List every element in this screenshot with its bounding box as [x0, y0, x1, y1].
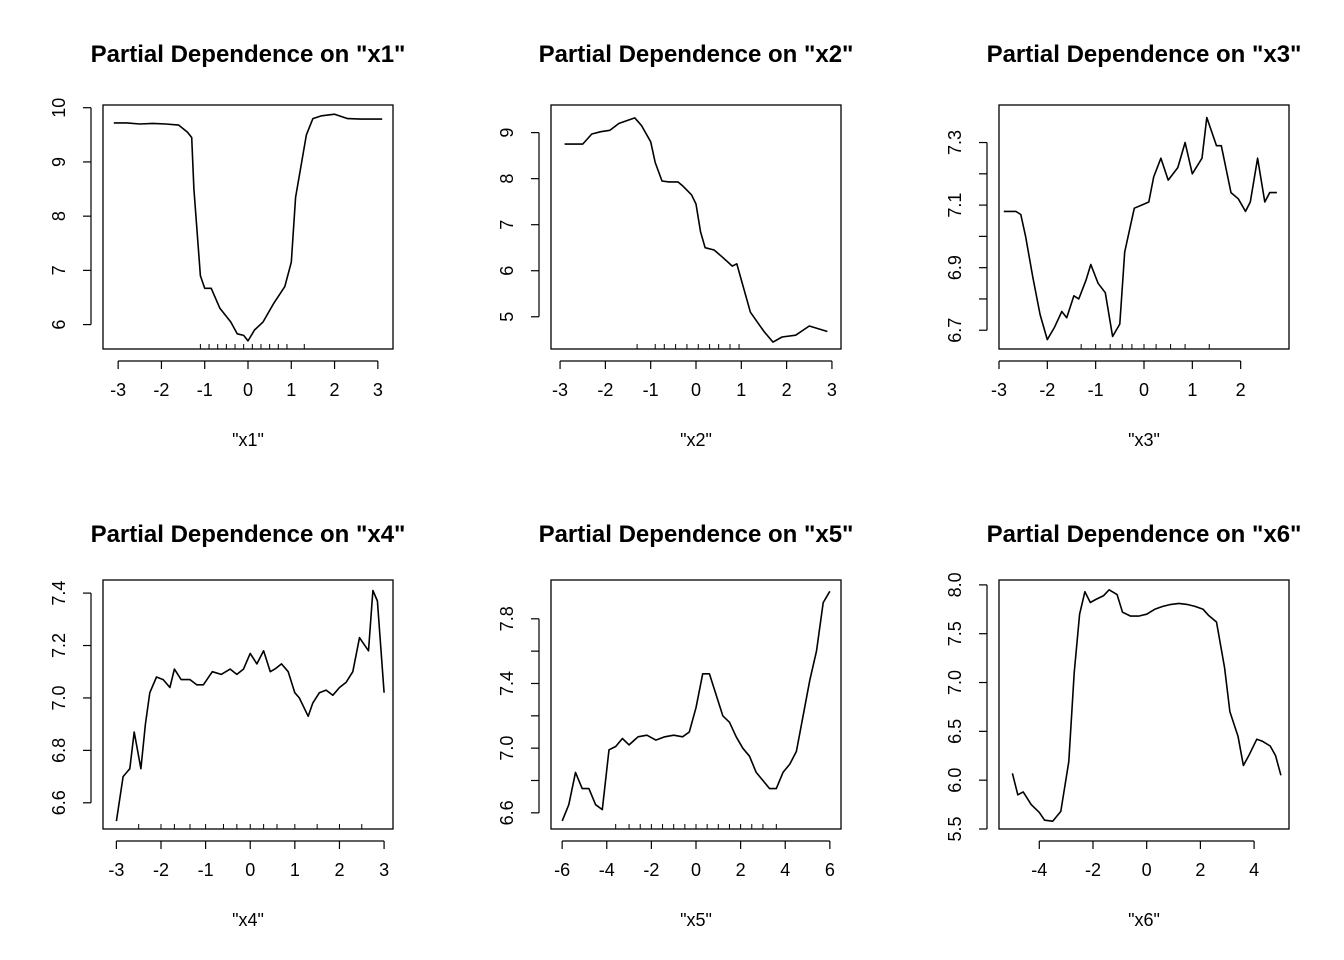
series-line — [561, 590, 831, 822]
x-tick-label: -1 — [198, 860, 214, 880]
y-tick-label: 9 — [497, 128, 517, 138]
x-tick-label: 0 — [1139, 380, 1149, 400]
x-tick-label: 0 — [691, 860, 701, 880]
y-tick-label: 7 — [49, 265, 69, 275]
y-tick-label: 6.5 — [945, 719, 965, 744]
y-tick-label: 7.2 — [49, 633, 69, 658]
y-tick-label: 6.6 — [497, 800, 517, 825]
y-tick-label: 7.0 — [497, 736, 517, 761]
series-line — [564, 117, 828, 343]
plot-frame — [102, 104, 394, 350]
x-tick-label: -1 — [643, 380, 659, 400]
x-tick-label: -6 — [554, 860, 570, 880]
y-tick-label: 6.0 — [945, 768, 965, 793]
y-tick-label: 7.5 — [945, 621, 965, 646]
y-tick-label: 6.8 — [49, 738, 69, 763]
chart-panel-2: Partial Dependence on "x2" -3 -2 -1 0 1 2 3 5 6 7 8… — [497, 41, 853, 450]
y-tick-label: 7 — [497, 220, 517, 230]
x-tick-label: -3 — [108, 860, 124, 880]
x-tick-label: 1 — [290, 860, 300, 880]
x-tick-label: 1 — [286, 380, 296, 400]
x-tick-label: 2 — [1195, 860, 1205, 880]
y-tick-label: 10 — [49, 98, 69, 118]
chart-title: Partial Dependence on "x4" — [91, 521, 406, 548]
chart-panel-1: Partial Dependence on "x1" -3 -2 -1 0 1 2 3 6 7 8 9… — [49, 41, 405, 450]
y-tick-label: 7.3 — [945, 130, 965, 155]
y-tick-label: 7.4 — [497, 671, 517, 696]
chart-panel-3: Partial Dependence on "x3" -3 -2 -1 0 1 2 6.7 6.… — [945, 41, 1301, 450]
y-tick-label: 6 — [497, 266, 517, 276]
x-tick-label: 4 — [780, 860, 790, 880]
x-tick-label: -3 — [110, 380, 126, 400]
y-tick-label: 6.7 — [945, 318, 965, 343]
series-line — [113, 113, 383, 342]
chart-panel-6: Partial Dependence on "x6" -4 -2 0 2 4 5.5 6.0 6… — [945, 521, 1301, 930]
x-tick-label: 0 — [243, 380, 253, 400]
chart-panel-4: Partial Dependence on "x4" -3 -2 -1 0 1 2 3 6.6 6… — [49, 521, 405, 930]
x-tick-label: 1 — [736, 380, 746, 400]
x-tick-label: 3 — [827, 380, 837, 400]
y-tick-label: 5 — [497, 312, 517, 322]
y-tick-label: 8 — [49, 211, 69, 221]
plot-frame — [998, 104, 1290, 350]
x-axis-label: "x1" — [232, 430, 264, 450]
x-tick-label: 2 — [330, 380, 340, 400]
y-tick-label: 9 — [49, 157, 69, 167]
x-tick-label: -3 — [552, 380, 568, 400]
x-tick-label: 4 — [1249, 860, 1259, 880]
x-tick-label: -4 — [1031, 860, 1047, 880]
x-tick-label: -2 — [153, 860, 169, 880]
x-tick-label: 3 — [379, 860, 389, 880]
y-tick-label: 8 — [497, 174, 517, 184]
plot-frame — [550, 104, 842, 350]
y-tick-label: 7.1 — [945, 193, 965, 218]
x-tick-label: -4 — [599, 860, 615, 880]
x-tick-label: 1 — [1187, 380, 1197, 400]
x-tick-label: -1 — [1088, 380, 1104, 400]
x-axis-label: "x6" — [1128, 910, 1160, 930]
x-tick-label: 0 — [691, 380, 701, 400]
x-axis-label: "x3" — [1128, 430, 1160, 450]
y-tick-label: 6.6 — [49, 790, 69, 815]
y-tick-label: 7.8 — [497, 606, 517, 631]
chart-panel-5: Partial Dependence on "x5" -6 -4 -2 0 2 4 6 6.6 7… — [497, 521, 853, 930]
x-tick-label: 2 — [334, 860, 344, 880]
chart-title: Partial Dependence on "x6" — [987, 521, 1302, 548]
y-tick-label: 6.9 — [945, 255, 965, 280]
x-tick-label: 3 — [373, 380, 383, 400]
x-tick-label: -1 — [197, 380, 213, 400]
x-tick-label: 2 — [782, 380, 792, 400]
plot-frame — [998, 579, 1290, 830]
x-tick-label: -2 — [1039, 380, 1055, 400]
x-tick-label: -2 — [597, 380, 613, 400]
series-line — [115, 589, 385, 822]
x-tick-label: -2 — [1085, 860, 1101, 880]
chart-title: Partial Dependence on "x1" — [91, 41, 406, 68]
x-tick-label: -3 — [991, 380, 1007, 400]
x-tick-label: 0 — [1142, 860, 1152, 880]
y-tick-label: 7.0 — [49, 685, 69, 710]
series-line — [1003, 116, 1277, 341]
series-line — [1011, 588, 1282, 823]
y-tick-label: 7.4 — [49, 581, 69, 606]
x-tick-label: 2 — [1236, 380, 1246, 400]
plot-frame — [102, 579, 394, 830]
x-axis-label: "x4" — [232, 910, 264, 930]
y-tick-label: 8.0 — [945, 572, 965, 597]
y-tick-label: 5.5 — [945, 816, 965, 841]
chart-title: Partial Dependence on "x2" — [539, 41, 854, 68]
y-tick-label: 6 — [49, 320, 69, 330]
chart-title: Partial Dependence on "x3" — [987, 41, 1302, 68]
x-tick-label: -2 — [153, 380, 169, 400]
x-tick-label: -2 — [643, 860, 659, 880]
chart-title: Partial Dependence on "x5" — [539, 521, 854, 548]
x-tick-label: 6 — [825, 860, 835, 880]
x-axis-label: "x2" — [680, 430, 712, 450]
x-tick-label: 2 — [736, 860, 746, 880]
y-tick-label: 7.0 — [945, 670, 965, 695]
x-tick-label: 0 — [245, 860, 255, 880]
x-axis-label: "x5" — [680, 910, 712, 930]
